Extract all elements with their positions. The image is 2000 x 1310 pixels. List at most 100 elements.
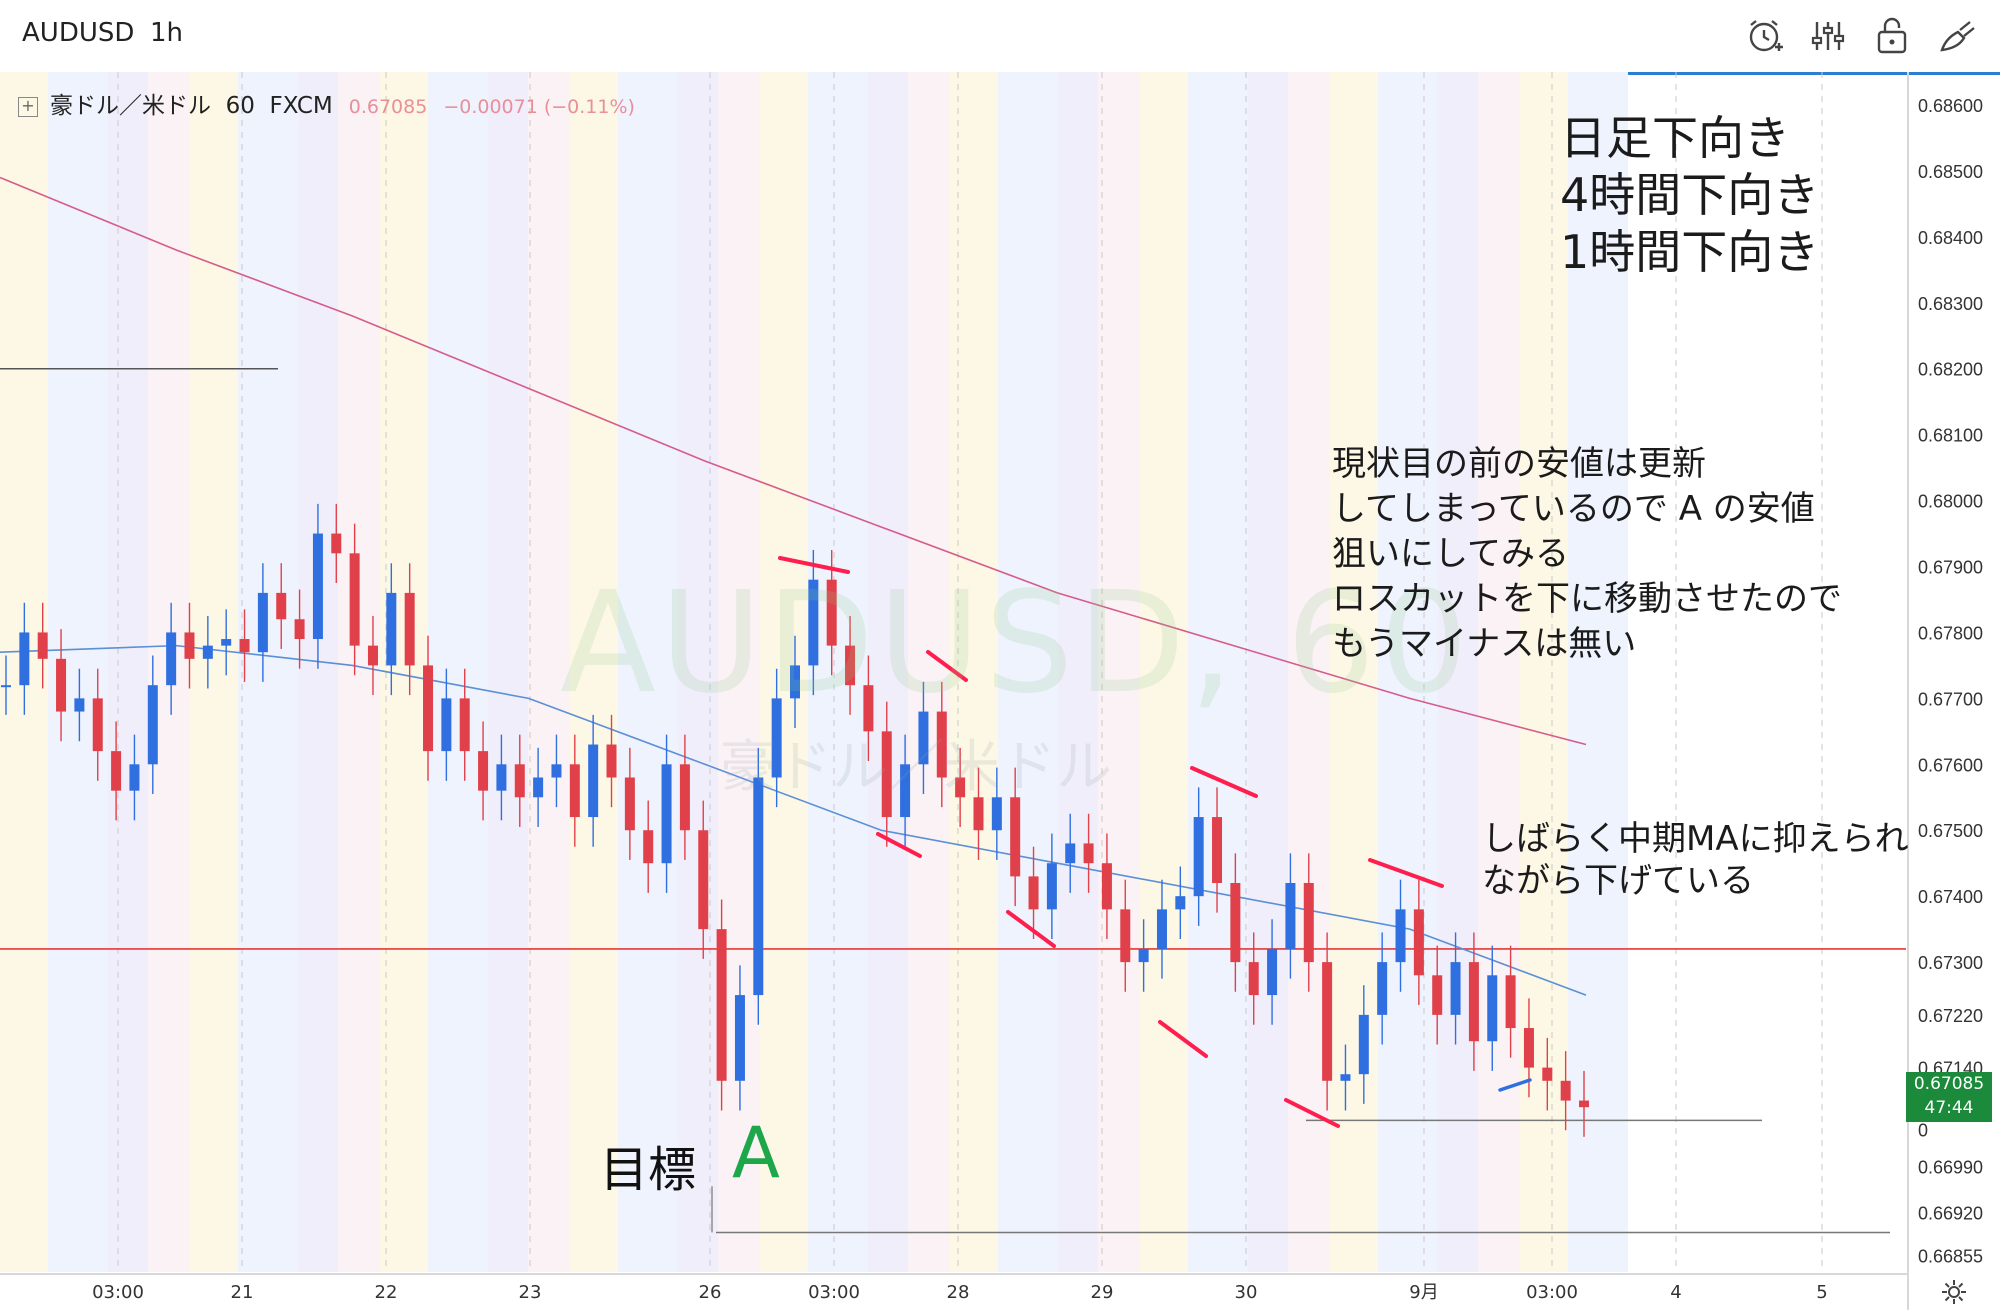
candle-body	[643, 830, 654, 864]
note-line: 日足下向き	[1560, 111, 1790, 165]
candle-body	[679, 764, 690, 831]
candle-body	[1377, 962, 1388, 1015]
candle-body	[441, 698, 452, 752]
candle-body	[569, 764, 580, 818]
legend-change: −0.00071	[443, 96, 538, 118]
candle-body	[753, 777, 764, 996]
session-band	[190, 72, 238, 1272]
symbol-watermark: AUDUSD, 60	[560, 562, 1473, 725]
candle-body	[790, 665, 800, 699]
mid-ma-line	[0, 644, 1587, 996]
trend-notes: 日足下向き 4時間下向き 1時間下向き	[1560, 110, 1819, 281]
note-line: ながら下げている	[1482, 861, 1754, 901]
time-tick-label: 22	[375, 1282, 398, 1303]
candle-body	[478, 751, 489, 791]
alarm-add-icon[interactable]	[1742, 14, 1786, 58]
swing-mark	[778, 556, 850, 574]
candle-body	[1395, 909, 1406, 963]
candle-body	[1542, 1067, 1553, 1081]
session-band	[238, 72, 298, 1272]
legend-exchange: FXCM	[269, 93, 333, 119]
price-tick-label: 0.68600	[1918, 96, 1983, 116]
slow-ma-line	[0, 176, 1587, 746]
candle-body	[845, 645, 856, 686]
swing-mark	[1158, 1020, 1208, 1058]
candle-body	[331, 533, 342, 554]
time-tick-label: 5	[1816, 1282, 1827, 1303]
price-tick-label: 0.67400	[1918, 887, 1983, 907]
candle-body	[56, 658, 67, 712]
note-line: 狙いにしてみる	[1332, 534, 1569, 574]
candle-body	[459, 698, 470, 752]
price-tick-label: 0.68500	[1918, 162, 1983, 182]
session-band	[808, 72, 868, 1272]
target-letter: A	[732, 1112, 780, 1194]
candle-body	[221, 639, 232, 646]
expand-icon[interactable]: +	[18, 96, 38, 117]
candle-body	[294, 619, 305, 640]
candle-body	[166, 632, 177, 686]
candle-body	[1303, 882, 1314, 963]
price-tick-label: 0.67900	[1918, 558, 1983, 578]
timeframe-label[interactable]: 1h	[150, 18, 184, 48]
candle-body	[936, 711, 947, 778]
candle-body	[955, 777, 966, 798]
time-tick-label: 29	[1091, 1282, 1114, 1303]
candle-body	[1156, 909, 1167, 949]
candle-body	[1267, 948, 1278, 996]
candle-body	[588, 744, 599, 818]
note-line: もうマイナスは無い	[1332, 624, 1637, 664]
candle-body	[1579, 1100, 1589, 1108]
candle-body	[1505, 975, 1516, 1029]
candle-body	[129, 764, 140, 791]
session-band	[1140, 72, 1188, 1272]
candle-body	[606, 744, 617, 778]
candle-body	[1193, 817, 1204, 897]
current-price-tag: 0.67085 47:44	[1906, 1072, 1992, 1122]
candle-body	[1340, 1074, 1351, 1081]
candles	[1, 503, 1589, 1137]
session-band	[338, 72, 380, 1272]
candle-body	[661, 764, 672, 864]
candle-body	[1248, 962, 1259, 996]
price-tick-label: 0.68200	[1918, 360, 1983, 380]
candle-body	[386, 592, 397, 666]
ma-notes: しばらく中期MAに抑えられ ながら下げている	[1482, 818, 1909, 902]
price-axis: 0.68600 0.68500 0.68400 0.68300 0.68200 0.681…	[1918, 96, 1983, 1267]
candle-body	[1487, 975, 1498, 1042]
price-tick-label: 0.67220	[1918, 1006, 1983, 1026]
candle-body	[1138, 948, 1149, 963]
price-tick-label: 0.67800	[1918, 623, 1983, 643]
candle-body	[147, 685, 158, 765]
horizontal-levels	[0, 367, 1906, 1234]
candle-body	[1101, 863, 1112, 910]
session-band	[108, 72, 148, 1272]
session-band	[1478, 72, 1520, 1272]
session-band	[570, 72, 618, 1272]
symbol-name[interactable]: AUDUSD	[22, 18, 135, 48]
swing-marks	[778, 556, 1532, 1128]
time-tick-label: 9月	[1409, 1282, 1438, 1303]
candle-body	[1, 685, 11, 688]
candle-body	[1065, 843, 1076, 864]
indicators-icon[interactable]	[1806, 14, 1850, 58]
candle-body	[1560, 1080, 1571, 1101]
gear-icon[interactable]	[1940, 1278, 1968, 1306]
candle-body	[863, 685, 874, 732]
swing-mark	[1006, 910, 1056, 948]
candle-body	[257, 592, 268, 653]
chart-area[interactable]: 0.68600 0.68500 0.68400 0.68300 0.68200 0.681…	[0, 72, 2000, 1310]
candle-body	[496, 764, 507, 791]
candle-body	[624, 777, 635, 831]
candle-body	[1083, 843, 1094, 864]
session-band	[998, 72, 1058, 1272]
lock-icon[interactable]	[1870, 14, 1914, 58]
price-tick-label: 0.68100	[1918, 426, 1983, 446]
candle-body	[698, 830, 709, 930]
draw-icon[interactable]	[1934, 14, 1978, 58]
legend-price: 0.67085	[348, 96, 428, 118]
strategy-notes: 現状目の前の安値は更新 してしまっているので A の安値 狙いにしてみる ロスカ…	[1332, 442, 1842, 667]
price-chart[interactable]: 0.68600 0.68500 0.68400 0.68300 0.68200 0.681…	[0, 72, 2000, 1310]
candle-body	[716, 929, 727, 1081]
swing-mark	[1284, 1098, 1340, 1128]
